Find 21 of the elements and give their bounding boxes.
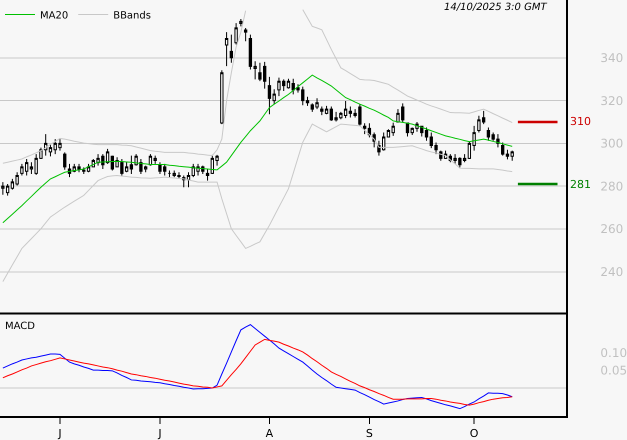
legend-label: BBands: [113, 10, 151, 22]
ref-line-label: 310: [570, 115, 591, 128]
x-tick-label: J: [57, 427, 62, 440]
line-series: [2, 338, 513, 406]
line-series: [2, 74, 513, 224]
candlestick: [63, 152, 66, 170]
candlestick: [234, 22, 238, 46]
candlestick: [224, 32, 228, 67]
candlestick: [230, 34, 234, 64]
x-tick-label: A: [266, 427, 274, 440]
candlestick: [220, 70, 224, 125]
x-tick-label: O: [470, 427, 479, 440]
candlestick: [168, 170, 172, 178]
annotation: 14/10/2025 3:0 GMT: [444, 2, 548, 13]
candlestick: [239, 18, 243, 27]
candlestick: [244, 28, 248, 42]
legend-label: MA20: [40, 10, 68, 22]
x-tick-label: J: [157, 427, 162, 440]
ref-line-label: 281: [570, 178, 591, 191]
text: MACD: [5, 321, 36, 332]
x-tick-label: S: [366, 427, 373, 440]
